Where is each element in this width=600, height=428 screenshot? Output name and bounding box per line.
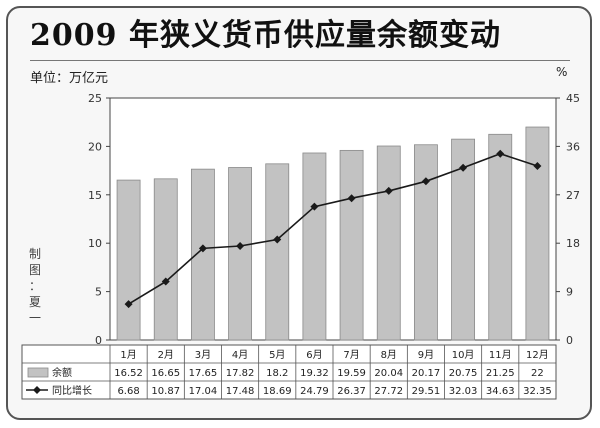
bar-value-label-4: 17.82 bbox=[226, 368, 255, 379]
category-label-8: 8月 bbox=[381, 349, 397, 361]
legend-bar-label: 余额 bbox=[52, 366, 72, 379]
bar-value-label-2: 16.65 bbox=[151, 368, 180, 379]
right-tick-label: 18 bbox=[566, 237, 580, 250]
left-tick-label: 15 bbox=[88, 189, 102, 202]
category-label-9: 9月 bbox=[418, 349, 434, 361]
bar-7 bbox=[339, 149, 364, 341]
growth-point-10 bbox=[459, 163, 468, 172]
bar-3 bbox=[190, 168, 215, 341]
bar-value-label-1: 16.52 bbox=[114, 368, 143, 379]
left-tick-label: 0 bbox=[95, 334, 102, 347]
bars-group bbox=[116, 126, 550, 341]
category-label-1: 1月 bbox=[120, 349, 136, 361]
growth-value-label-4: 17.48 bbox=[226, 386, 255, 397]
bar-8 bbox=[376, 145, 401, 341]
bar-value-label-10: 20.75 bbox=[449, 368, 478, 379]
right-tick-label: 9 bbox=[566, 286, 573, 299]
left-tick-label: 10 bbox=[88, 237, 102, 250]
growth-line bbox=[128, 152, 538, 305]
category-label-3: 3月 bbox=[195, 349, 211, 361]
growth-point-11 bbox=[496, 149, 505, 158]
bar-11 bbox=[488, 133, 513, 341]
title-rule bbox=[30, 60, 570, 61]
left-tick-label: 20 bbox=[88, 140, 102, 153]
chart-title: 2009 年狭义货币供应量余额变动 bbox=[30, 18, 501, 53]
category-label-2: 2月 bbox=[158, 349, 174, 361]
growth-value-label-3: 17.04 bbox=[189, 386, 218, 397]
bar-value-label-12: 22 bbox=[531, 368, 544, 379]
bar-4 bbox=[228, 167, 253, 341]
category-label-11: 11月 bbox=[489, 349, 512, 361]
bar-value-label-3: 17.65 bbox=[189, 368, 218, 379]
right-tick-label: 45 bbox=[566, 92, 580, 105]
category-label-12: 12月 bbox=[526, 349, 549, 361]
growth-point-4 bbox=[236, 241, 245, 250]
bar-12 bbox=[525, 126, 550, 341]
growth-value-label-2: 10.87 bbox=[151, 386, 180, 397]
growth-value-label-12: 32.35 bbox=[523, 386, 552, 397]
growth-point-8 bbox=[384, 186, 393, 195]
left-unit-label: 单位：万亿元 bbox=[30, 71, 109, 86]
plot-border bbox=[109, 97, 557, 341]
bar-2 bbox=[153, 178, 178, 341]
legend-line-label: 同比增长 bbox=[52, 384, 92, 397]
legend-bar-swatch bbox=[27, 367, 49, 378]
growth-point-9 bbox=[421, 177, 430, 186]
growth-point-6 bbox=[310, 202, 319, 211]
bar-value-label-5: 18.2 bbox=[266, 368, 288, 379]
growth-point-12 bbox=[533, 162, 542, 171]
plot-area bbox=[109, 97, 557, 341]
bar-value-label-9: 20.17 bbox=[412, 368, 441, 379]
category-label-5: 5月 bbox=[269, 349, 285, 361]
growth-point-7 bbox=[347, 194, 356, 203]
growth-value-label-1: 6.68 bbox=[117, 386, 139, 397]
right-tick-label: 0 bbox=[566, 334, 573, 347]
axes-group: 0 5 10 15 20 25 0 9 18 27 36 45 bbox=[88, 92, 580, 347]
right-tick-label: 36 bbox=[566, 140, 580, 153]
left-tick-label: 25 bbox=[88, 92, 102, 105]
legend-line-marker bbox=[33, 386, 41, 394]
bar-value-label-7: 19.59 bbox=[337, 368, 366, 379]
bar-10 bbox=[451, 138, 476, 341]
right-unit-label: % bbox=[556, 65, 568, 79]
growth-line-group bbox=[124, 149, 542, 309]
growth-value-label-8: 27.72 bbox=[374, 386, 403, 397]
growth-point-2 bbox=[161, 277, 170, 286]
chart-credit: 制 图 ： 夏 一 bbox=[28, 247, 41, 325]
growth-value-label-10: 32.03 bbox=[449, 386, 478, 397]
growth-point-3 bbox=[198, 244, 207, 253]
category-label-6: 6月 bbox=[306, 349, 322, 361]
bar-value-label-6: 19.32 bbox=[300, 368, 329, 379]
growth-value-label-9: 29.51 bbox=[412, 386, 441, 397]
category-label-10: 10月 bbox=[452, 349, 475, 361]
growth-value-label-5: 18.69 bbox=[263, 386, 292, 397]
left-tick-label: 5 bbox=[95, 286, 102, 299]
table-border bbox=[21, 344, 557, 400]
bar-1 bbox=[116, 179, 141, 341]
bar-value-label-11: 21.25 bbox=[486, 368, 515, 379]
bar-9 bbox=[413, 144, 438, 341]
growth-point-1 bbox=[124, 300, 133, 309]
growth-point-5 bbox=[273, 235, 282, 244]
category-label-4: 4月 bbox=[232, 349, 248, 361]
category-label-7: 7月 bbox=[343, 349, 359, 361]
growth-value-label-11: 34.63 bbox=[486, 386, 515, 397]
bar-5 bbox=[265, 163, 290, 341]
bar-value-label-8: 20.04 bbox=[374, 368, 403, 379]
growth-value-label-6: 24.79 bbox=[300, 386, 329, 397]
growth-value-label-7: 26.37 bbox=[337, 386, 366, 397]
right-tick-label: 27 bbox=[566, 189, 580, 202]
bar-6 bbox=[302, 152, 327, 341]
